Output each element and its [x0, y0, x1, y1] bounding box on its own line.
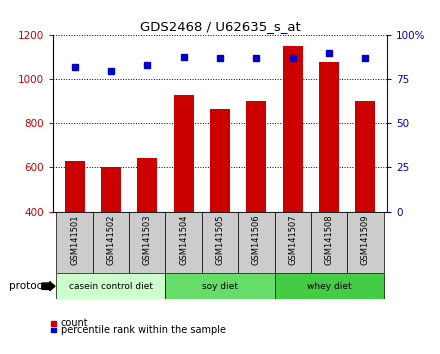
Text: soy diet: soy diet [202, 282, 238, 291]
Text: GSM141503: GSM141503 [143, 215, 152, 265]
Bar [93, 212, 129, 274]
Title: GDS2468 / U62635_s_at: GDS2468 / U62635_s_at [139, 20, 301, 33]
Bar [101, 167, 121, 212]
Text: protocol: protocol [9, 281, 51, 291]
Text: GSM141502: GSM141502 [106, 215, 115, 265]
Text: GSM141507: GSM141507 [288, 215, 297, 265]
Bar [56, 274, 165, 299]
Text: percentile rank within the sample: percentile rank within the sample [61, 325, 226, 335]
Bar [174, 95, 194, 212]
Bar [65, 161, 84, 212]
Bar [238, 212, 275, 274]
Bar [165, 274, 275, 299]
Bar [56, 212, 93, 274]
Bar [202, 212, 238, 274]
Text: count: count [61, 318, 88, 329]
Bar [356, 102, 375, 212]
Text: GSM141505: GSM141505 [216, 215, 224, 265]
Bar [311, 212, 347, 274]
Bar [129, 212, 165, 274]
Bar [319, 62, 339, 212]
Text: whey diet: whey diet [307, 282, 352, 291]
Text: GSM141506: GSM141506 [252, 215, 261, 265]
Text: GSM141509: GSM141509 [361, 215, 370, 265]
Bar [275, 274, 384, 299]
Text: casein control diet: casein control diet [69, 282, 153, 291]
Bar [165, 212, 202, 274]
Bar [137, 158, 158, 212]
Text: GSM141504: GSM141504 [179, 215, 188, 265]
Bar [275, 212, 311, 274]
Bar [210, 109, 230, 212]
Text: GSM141508: GSM141508 [325, 215, 334, 265]
Bar [347, 212, 384, 274]
Bar [283, 46, 303, 212]
Text: GSM141501: GSM141501 [70, 215, 79, 265]
Bar [246, 102, 266, 212]
